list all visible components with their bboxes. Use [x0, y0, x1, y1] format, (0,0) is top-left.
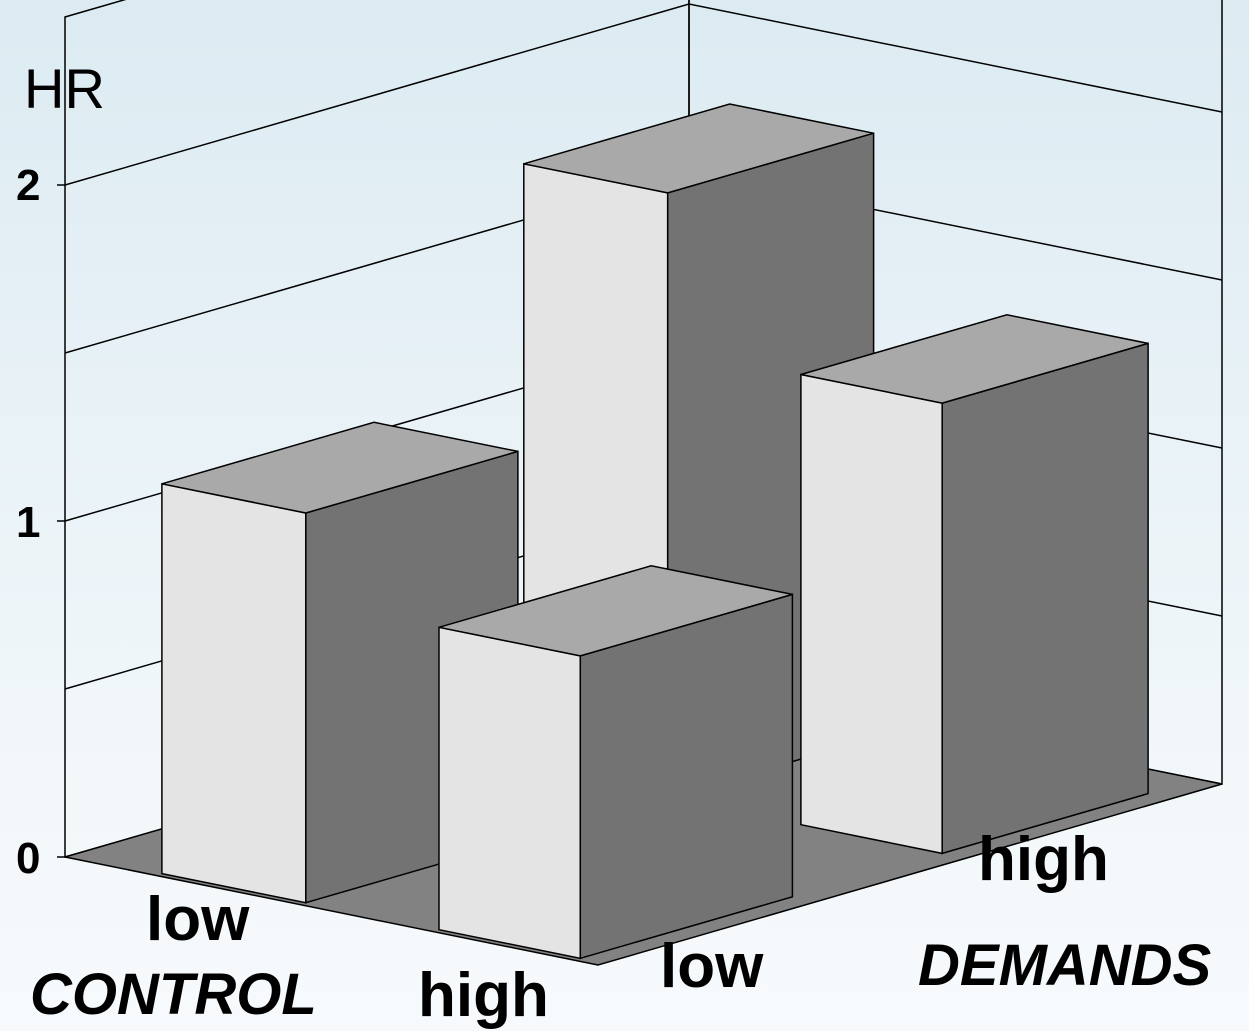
bar-front-face	[800, 373, 943, 855]
bar-group	[161, 103, 1149, 960]
bar-side-face	[579, 593, 794, 960]
bar-top-face	[523, 103, 874, 194]
gridline	[64, 3, 1223, 186]
y-tick-label-2: 2	[16, 161, 40, 210]
demands-category-high: high	[978, 825, 1109, 894]
bar-top-face	[800, 314, 1149, 404]
bar-top-face	[438, 565, 793, 657]
bar-high-control-high-demands	[800, 314, 1149, 855]
demands-category-low: low	[660, 932, 764, 1001]
bar-front-face	[438, 626, 582, 960]
bar-front-face	[161, 482, 307, 904]
bar-side-face	[941, 342, 1149, 855]
y-tick-label-1: 1	[16, 498, 40, 547]
y-tick-label-0: 0	[16, 834, 40, 883]
bar-high-control-low-demands	[438, 565, 794, 960]
control-category-high: high	[418, 961, 549, 1030]
y-axis-label: HR	[24, 57, 105, 120]
bar-top-face	[161, 421, 519, 514]
control-axis-title: CONTROL	[30, 962, 317, 1027]
demands-axis-title: DEMANDS	[918, 933, 1212, 998]
control-category-low: low	[146, 885, 250, 954]
